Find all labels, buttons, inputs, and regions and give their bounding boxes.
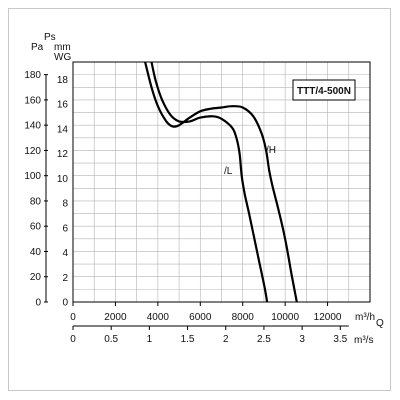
y-tick-mm: 14 [57,124,69,135]
y-tick-mm: 6 [62,223,68,234]
tick-labels: 0204060801001201401601800246810121416180… [24,70,349,345]
x-tick-m3h: 8000 [232,312,255,323]
y-tick-pa: 20 [30,272,42,283]
x-unit-m3s: m³/s [354,335,373,346]
y-tick-mm: 16 [57,100,69,111]
y-tick-pa: 40 [30,247,42,258]
grid [73,62,370,302]
y-tick-mm: 8 [62,199,68,210]
y-tick-mm: 18 [57,75,69,86]
y-tick-pa: 120 [24,146,41,157]
x-tick-m3h: 12000 [314,312,342,323]
y-tick-pa: 160 [24,95,41,106]
x-tick-m3h: 6000 [189,312,212,323]
series-label-h: /H [266,145,276,156]
y-tick-mm: 0 [62,298,68,309]
chart-title-box: TTT/4-500N [292,79,356,101]
x-tick-m3s: 3 [299,334,305,345]
y-label-ps: Ps [44,32,56,43]
chart-title: TTT/4-500N [297,86,351,97]
y-tick-mm: 10 [57,174,69,185]
y-tick-pa: 60 [30,222,42,233]
x-tick-m3h: 2000 [104,312,127,323]
x-tick-m3s: 3.5 [333,334,347,345]
y-tick-pa: 140 [24,121,41,132]
curves [144,62,298,302]
y-tick-mm: 12 [57,149,69,160]
series-label-l: /L [224,166,233,177]
y-label-pa: Pa [31,42,44,53]
y-tick-pa: 100 [24,171,41,182]
y-tick-mm: 2 [62,273,68,284]
y-tick-pa: 0 [35,298,41,309]
series-line-l [150,62,269,302]
x-tick-m3s: 2 [223,334,229,345]
chart-frame [8,8,391,391]
x-label-q: Q [376,318,384,329]
x-tick-m3s: 1.5 [181,334,195,345]
y-label-wg: WG [54,52,71,63]
x-tick-m3s: 1 [147,334,153,345]
x-tick-m3s: 0 [70,334,76,345]
plot-area [72,61,371,303]
y-tick-mm: 4 [62,248,68,259]
x-tick-m3h: 10000 [271,312,299,323]
y-tick-pa: 180 [24,70,41,81]
x-tick-m3h: 4000 [147,312,170,323]
x-tick-m3s: 2.5 [257,334,271,345]
x-tick-m3h: 0 [70,312,76,323]
series-line-h [144,62,298,302]
y-tick-pa: 80 [30,196,42,207]
x-tick-m3s: 0.5 [104,334,118,345]
x-unit-m3h: m³/h [355,312,375,323]
y-label-mm: mm [54,42,71,53]
